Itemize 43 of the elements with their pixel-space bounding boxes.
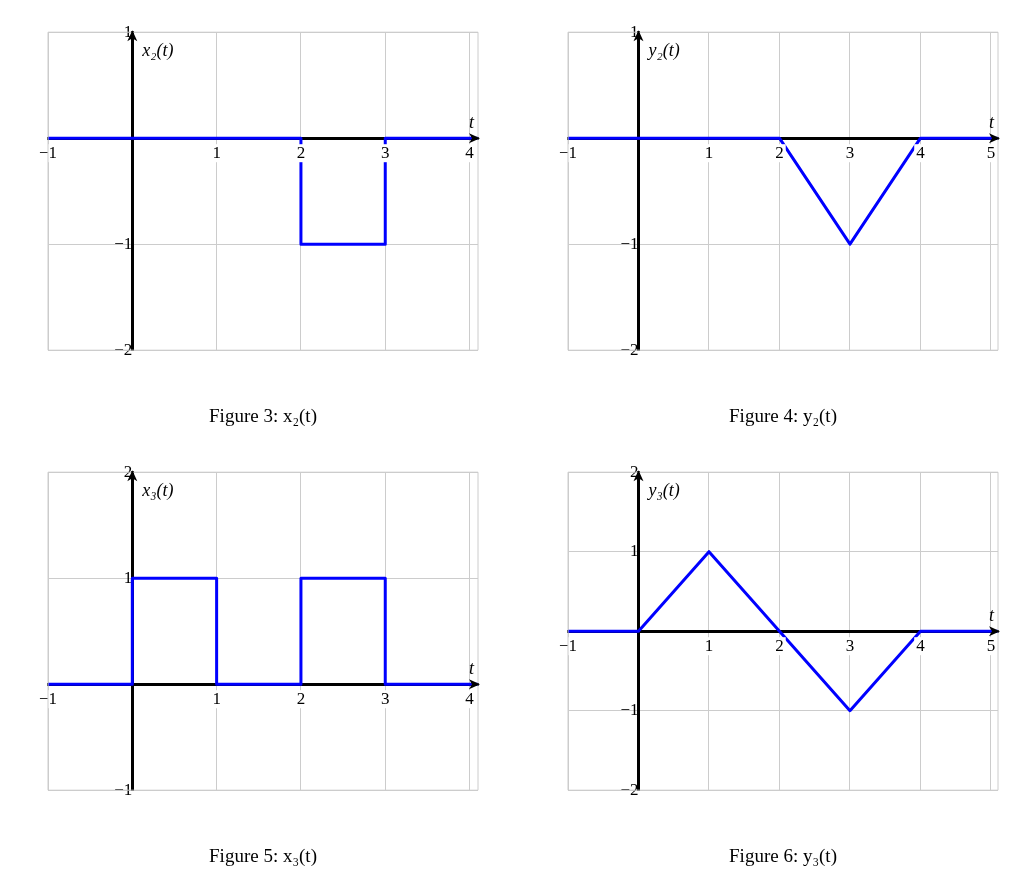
y-tick-label: −2 (620, 339, 639, 359)
x-axis-title: t (468, 111, 475, 132)
y-axis-title: x₃(t) (141, 479, 174, 501)
y-tick-label: −2 (620, 779, 639, 799)
x-tick-label: −1 (38, 689, 58, 709)
y-axis-title: x₂(t) (141, 39, 174, 61)
x-axis-title: t (468, 657, 475, 678)
y-axis-title: y₂(t) (646, 39, 680, 61)
y-tick-label: 1 (629, 541, 639, 561)
x-tick-label: 1 (704, 636, 714, 656)
x-tick-label: 5 (986, 636, 996, 656)
x-tick-label: 1 (212, 143, 221, 163)
x-tick-label: 1 (212, 689, 221, 709)
text: Figure 3: x₂(t) (209, 404, 317, 427)
x-tick-label: −1 (558, 636, 578, 656)
text: Figure 4: y₂(t) (729, 404, 837, 427)
x-axis-title: t (988, 111, 995, 132)
x-tick-label: 3 (381, 689, 390, 709)
x-tick-label: −1 (38, 143, 58, 163)
x-tick-label: 2 (775, 143, 784, 163)
x-tick-label: 4 (916, 636, 926, 656)
x-tick-label: 4 (465, 143, 475, 163)
x-tick-label: −1 (558, 143, 578, 163)
x-tick-label: 2 (775, 636, 784, 656)
text: Figure 6: y₃(t) (729, 844, 837, 867)
y-tick-label: −2 (114, 339, 133, 359)
y-tick-label: −1 (114, 779, 133, 799)
x-tick-label: 3 (381, 143, 390, 163)
x-tick-label: 2 (296, 689, 306, 709)
y-tick-label: 2 (123, 461, 133, 481)
y-axis-title: y₃(t) (646, 479, 680, 501)
y-tick-label: −1 (114, 233, 133, 253)
x-tick-label: 1 (704, 143, 714, 163)
x-tick-label: 4 (916, 143, 926, 163)
y-tick-label: −1 (620, 233, 639, 253)
x-tick-label: 4 (465, 689, 475, 709)
x-tick-label: 3 (845, 636, 855, 656)
x-tick-label: 3 (845, 143, 855, 163)
x-tick-label: 2 (296, 143, 306, 163)
y-tick-label: 1 (123, 567, 133, 587)
x-axis-title: t (988, 604, 995, 625)
x-tick-label: 5 (986, 143, 996, 163)
text: Figure 5: x₃(t) (209, 844, 317, 867)
